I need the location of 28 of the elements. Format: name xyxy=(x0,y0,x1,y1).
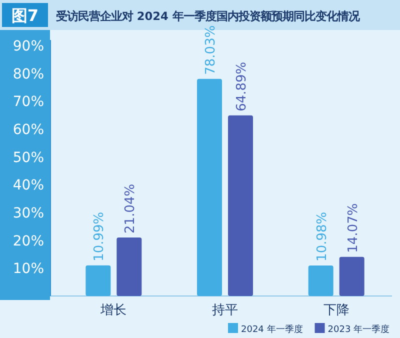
y-tick-label: 90% xyxy=(12,38,44,55)
bar xyxy=(197,78,222,296)
bar xyxy=(228,115,253,296)
data-label: 10.98% xyxy=(314,212,330,262)
y-tick-label: 30% xyxy=(12,206,44,222)
x-tick-label: 增长 xyxy=(100,303,127,318)
bar xyxy=(308,265,334,296)
data-label: 78.03% xyxy=(204,25,218,75)
x-tick-label: 持平 xyxy=(212,303,238,318)
data-label: 21.04% xyxy=(123,184,138,234)
y-tick-label: 20% xyxy=(12,233,44,250)
bar xyxy=(86,265,111,296)
bar xyxy=(116,237,142,296)
caption: 图7 xyxy=(11,6,39,25)
y-tick-label: 80% xyxy=(12,66,44,82)
y-tick-label: 60% xyxy=(12,122,44,138)
chart-title: 受访民营企业对 2024 年一季度国内投资额预期同比变化情况 xyxy=(55,10,360,23)
y-tick-label: 40% xyxy=(12,178,44,194)
legend-label: 2023 年一季度 xyxy=(328,324,390,335)
data-label: 14.07% xyxy=(346,203,361,253)
data-label: 10.99% xyxy=(92,212,108,262)
x-tick-label: 下降 xyxy=(323,303,350,318)
y-tick-label: 70% xyxy=(12,94,44,110)
data-label: 64.89% xyxy=(234,62,250,112)
legend-label: 2024 年一季度 xyxy=(241,324,303,335)
bar xyxy=(339,256,364,296)
y-tick-label: 10% xyxy=(12,261,44,278)
y-tick-label: 50% xyxy=(12,150,44,166)
